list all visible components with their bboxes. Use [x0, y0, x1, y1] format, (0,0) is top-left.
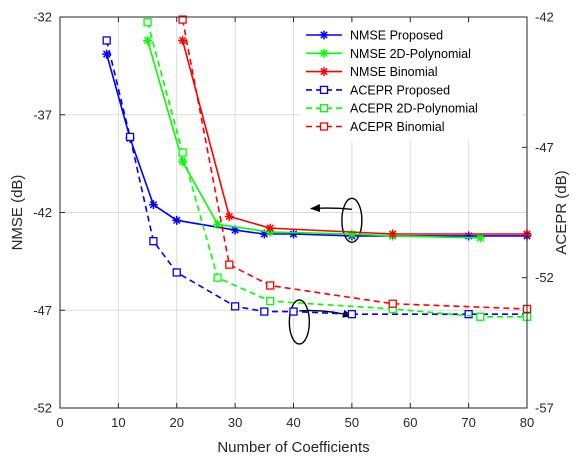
legend-swatch-marker	[319, 85, 329, 95]
legend-swatch-marker	[319, 104, 329, 113]
y-left-tick-label: -37	[33, 107, 52, 122]
y-right-tick-label: -42	[535, 10, 554, 25]
data-point	[260, 307, 269, 316]
legend-label: ACEPR Proposed	[350, 83, 450, 97]
data-point	[265, 296, 275, 306]
x-tick-label: 10	[111, 415, 125, 430]
data-point	[225, 260, 234, 269]
x-tick-label: 0	[56, 415, 63, 430]
data-point	[148, 200, 158, 210]
data-point	[213, 219, 223, 229]
annotation-arrow	[310, 204, 352, 213]
x-tick-label: 70	[461, 415, 475, 430]
y-axis-right-label: ACEPR (dB)	[553, 170, 570, 254]
legend-entry: NMSE Proposed	[306, 29, 443, 43]
legend-entry: ACEPR Binomial	[306, 120, 444, 134]
x-tick-label: 30	[228, 415, 242, 430]
series-layer	[102, 15, 532, 321]
data-point	[388, 299, 397, 308]
data-point	[102, 49, 112, 59]
data-point	[265, 281, 275, 290]
legend-swatch-marker	[319, 122, 329, 131]
x-tick-label: 40	[286, 415, 300, 430]
legend-entry: NMSE 2D-Polynomial	[306, 47, 471, 61]
axis-indicator-annotation	[288, 299, 353, 345]
legend-label: NMSE Binomial	[350, 65, 438, 79]
legend-swatch-marker	[319, 30, 329, 40]
x-tick-label: 20	[170, 415, 184, 430]
tick-layer: 0 10 20 30 40 50 60 70 80 -32 -37 -42 -47 -52 -42 -47 -5…	[33, 10, 554, 431]
y-axis-left-label: NMSE (dB)	[9, 175, 26, 251]
annotation-arrow	[299, 309, 353, 318]
legend-entry: ACEPR 2D-Polynomial	[306, 102, 478, 116]
legend-entry: ACEPR Proposed	[306, 83, 450, 97]
series-line	[105, 40, 527, 315]
data-point	[475, 233, 485, 243]
data-point	[178, 148, 187, 157]
annotation-layer	[288, 197, 363, 345]
y-left-tick-label: -32	[33, 10, 52, 25]
data-point	[178, 35, 188, 45]
legend-label: ACEPR 2D-Polynomial	[350, 102, 478, 116]
data-point	[289, 307, 298, 316]
annotation-ellipse	[288, 299, 311, 345]
data-point	[149, 237, 158, 246]
data-point	[230, 302, 240, 311]
data-point	[476, 312, 485, 321]
y-left-tick-label: -52	[33, 401, 52, 416]
data-point	[172, 268, 181, 277]
legend-label: NMSE 2D-Polynomial	[350, 47, 471, 61]
x-tick-label: 60	[403, 415, 417, 430]
data-point	[347, 229, 357, 239]
y-left-tick-label: -42	[33, 205, 52, 220]
data-point	[289, 229, 298, 239]
data-point	[265, 223, 275, 233]
axis-indicator-annotation	[310, 197, 363, 244]
legend-swatch-marker	[319, 48, 329, 58]
legend: NMSE Proposed NMSE 2D-Polynomial NMSE Bino…	[300, 23, 522, 141]
y-right-tick-label: -57	[535, 401, 554, 416]
series-acepr-proposed	[102, 36, 532, 319]
legend-label: ACEPR Binomial	[350, 120, 444, 134]
data-point	[224, 211, 234, 221]
x-tick-label: 50	[345, 415, 359, 430]
data-point	[464, 231, 474, 241]
data-point	[102, 36, 111, 45]
annotation-ellipse	[341, 197, 363, 244]
x-axis-label: Number of Coefficients	[217, 439, 369, 456]
y-left-tick-label: -47	[33, 303, 52, 318]
y-right-tick-label: -47	[535, 140, 554, 155]
data-point	[388, 229, 398, 239]
data-point	[464, 310, 473, 319]
y-right-tick-label: -52	[535, 270, 554, 285]
legend-label: NMSE Proposed	[350, 29, 443, 43]
legend-swatch-marker	[319, 67, 329, 77]
x-tick-label: 80	[520, 415, 534, 430]
legend-box	[300, 23, 522, 141]
data-point	[125, 132, 135, 142]
data-point	[213, 273, 222, 282]
data-point	[143, 35, 153, 45]
data-point	[178, 15, 187, 24]
data-point	[347, 310, 357, 319]
data-point	[172, 215, 182, 225]
data-point	[143, 18, 152, 27]
legend-entry: NMSE Binomial	[306, 65, 438, 79]
